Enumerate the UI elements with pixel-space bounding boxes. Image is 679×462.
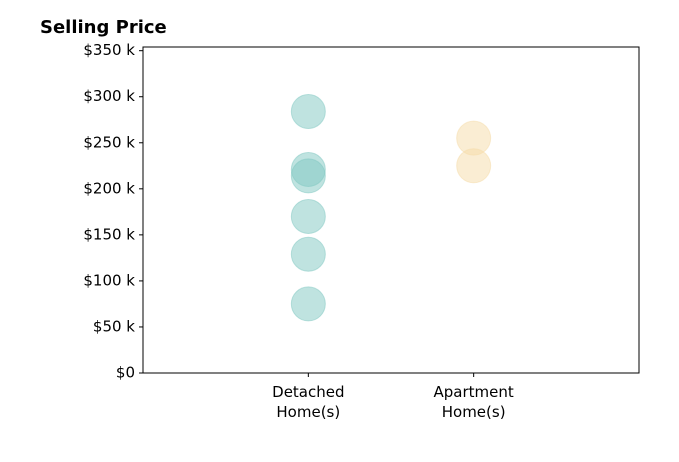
chart-title: Selling Price bbox=[40, 17, 167, 38]
point bbox=[290, 286, 326, 322]
point bbox=[290, 158, 326, 194]
y-tick-label: $100 k bbox=[83, 271, 135, 289]
y-tick-label: $300 k bbox=[83, 87, 135, 105]
point bbox=[290, 236, 326, 272]
y-tick-label: $0 bbox=[116, 364, 135, 382]
y-tick-label: $250 k bbox=[83, 133, 135, 151]
point bbox=[456, 148, 492, 184]
x-tick-label: Apartment Home(s) bbox=[433, 383, 514, 421]
y-tick-label: $350 k bbox=[83, 41, 135, 59]
y-tick-label: $200 k bbox=[83, 179, 135, 197]
point bbox=[290, 93, 326, 129]
y-tick-label: $50 k bbox=[93, 317, 135, 335]
x-tick-label: Detached Home(s) bbox=[272, 383, 345, 421]
y-tick-label: $150 k bbox=[83, 225, 135, 243]
plot-frame bbox=[142, 46, 640, 374]
point bbox=[290, 198, 326, 234]
